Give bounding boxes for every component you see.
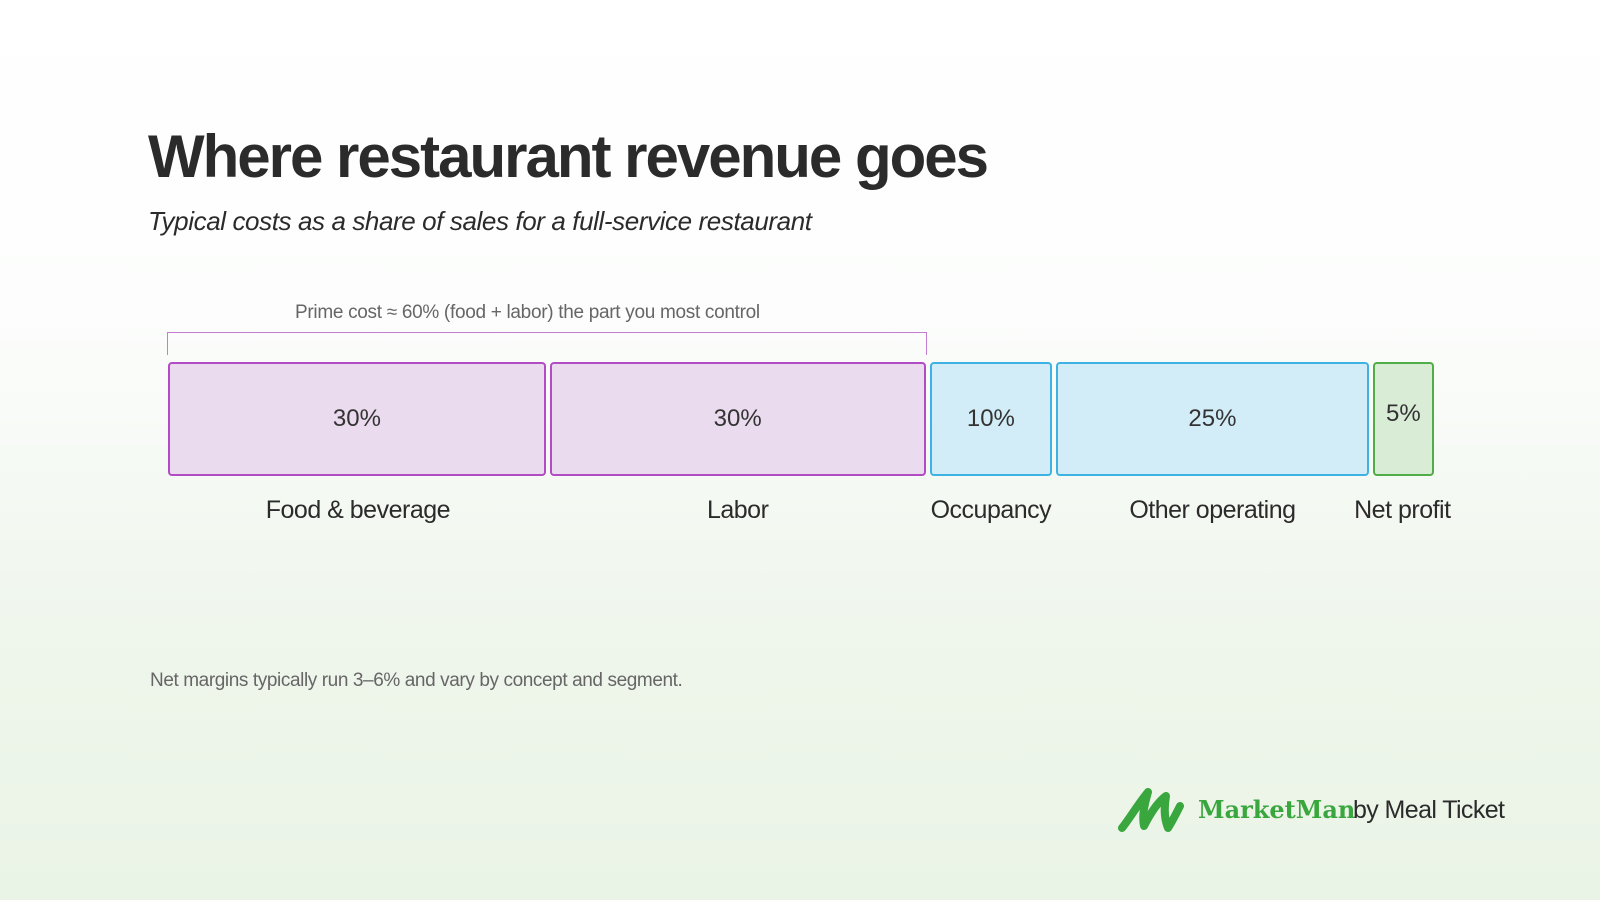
- bar-segment-other-operating: 25%: [1056, 362, 1369, 476]
- value-label-labor: 30%: [713, 405, 762, 432]
- category-label-occupancy: Occupancy: [930, 496, 1052, 524]
- logo-byline: by Meal Ticket: [1353, 796, 1505, 824]
- chart-title: Where restaurant revenue goes: [148, 123, 989, 190]
- category-label-other-operating: Other operating: [1129, 496, 1296, 524]
- prime-cost-annotation: Prime cost ≈ 60% (food + labor) the part…: [295, 302, 760, 323]
- bar-segment-labor: 30%: [549, 362, 926, 476]
- chart-subtitle: Typical costs as a share of sales for a …: [148, 206, 812, 236]
- bar-segment-food-beverage: 30%: [168, 362, 546, 476]
- marketman-logo-icon: [1118, 788, 1184, 832]
- category-label-labor: Labor: [706, 496, 769, 524]
- value-label-net-profit: 5%: [1385, 400, 1421, 427]
- category-label-net-profit: Net profit: [1354, 496, 1451, 524]
- bar-segment-net-profit: 5%: [1372, 362, 1434, 476]
- footnote: Net margins typically run 3–6% and vary …: [150, 670, 683, 691]
- logo-brand-text: MarketMan: [1198, 795, 1356, 824]
- value-label-occupancy: 10%: [966, 405, 1015, 432]
- category-label-food-beverage: Food & beverage: [265, 496, 451, 524]
- bar-segment-occupancy: 10%: [929, 362, 1053, 476]
- value-label-food-beverage: 30%: [332, 405, 381, 432]
- value-label-other-operating: 25%: [1188, 405, 1237, 432]
- prime-cost-bracket: [167, 332, 927, 355]
